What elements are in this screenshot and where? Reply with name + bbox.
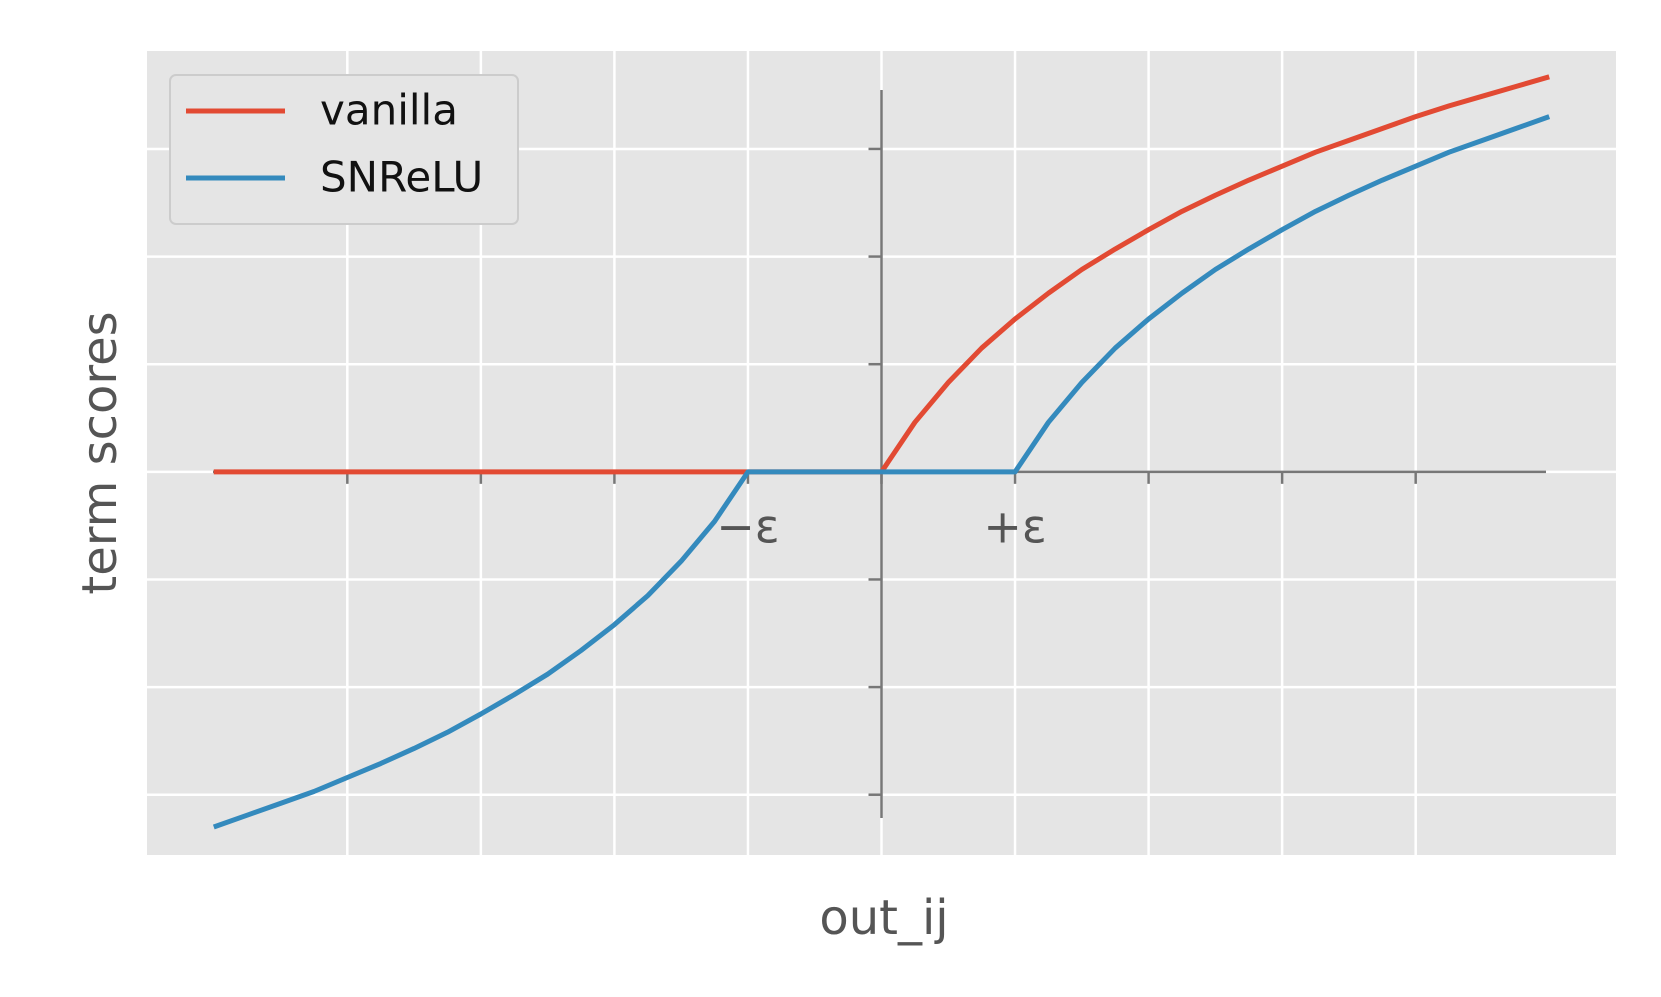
series-line [212, 114, 1551, 830]
x-tick-label: −ε [716, 499, 779, 553]
legend-label: vanilla [320, 86, 458, 135]
x-tick-label: +ε [983, 499, 1046, 553]
ticks: −ε +ε [346, 147, 1417, 796]
x-axis-label: out_ij [819, 890, 948, 946]
y-axis-label: term scores [72, 311, 128, 594]
legend: vanilla SNReLU [169, 74, 519, 225]
lines [212, 74, 1551, 830]
legend-label: SNReLU [320, 153, 483, 202]
